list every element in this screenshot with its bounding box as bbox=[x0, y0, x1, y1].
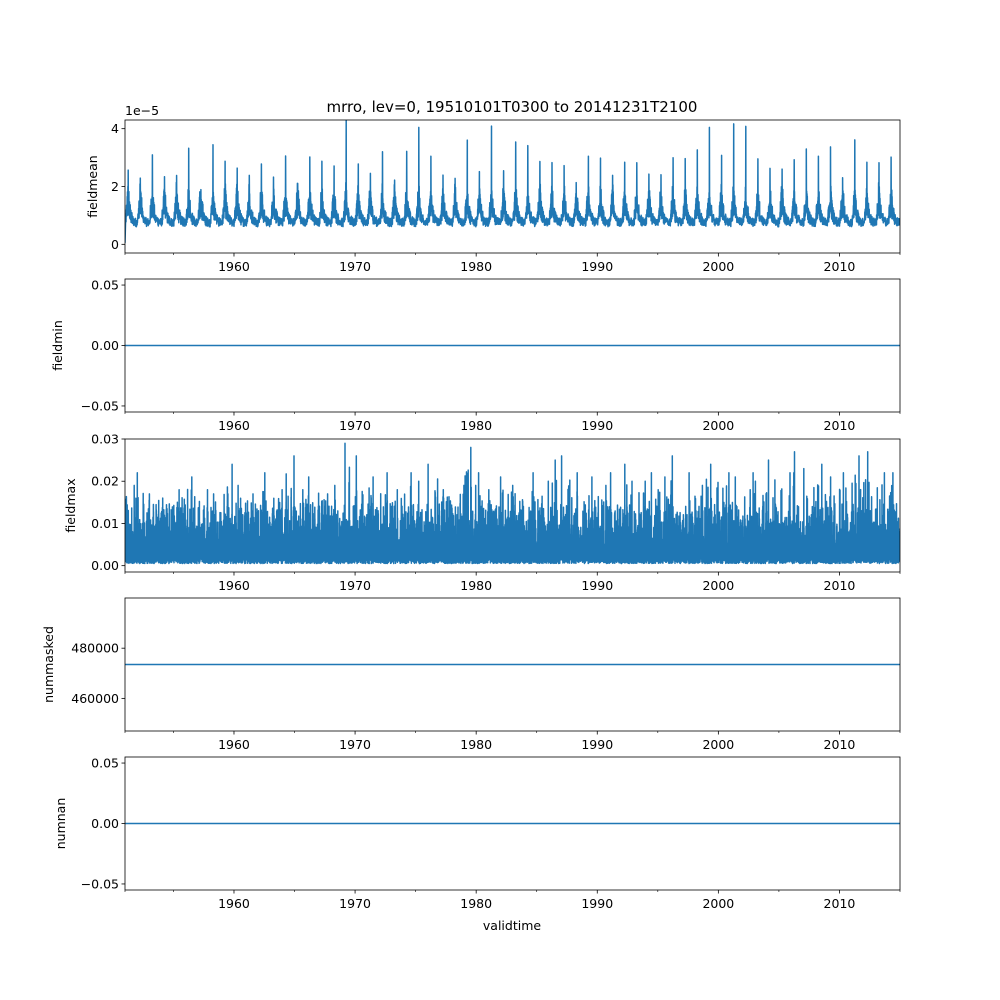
x-axis-label: validtime bbox=[483, 918, 541, 933]
x-tick-label-fieldmin: 1990 bbox=[581, 418, 613, 433]
x-tick-label-fieldmax: 1970 bbox=[339, 578, 371, 593]
y-tick-label-numnan: 0.00 bbox=[91, 816, 119, 831]
x-tick-label-nummasked: 1970 bbox=[339, 737, 371, 752]
x-tick-label-numnan: 2010 bbox=[824, 896, 856, 911]
x-tick-label-fieldmean: 2000 bbox=[702, 259, 734, 274]
x-tick-label-fieldmax: 1990 bbox=[581, 578, 613, 593]
x-tick-label-nummasked: 2010 bbox=[824, 737, 856, 752]
x-tick-label-fieldmean: 1990 bbox=[581, 259, 613, 274]
y-tick-label-fieldmax: 0.00 bbox=[91, 558, 119, 573]
x-tick-label-nummasked: 1960 bbox=[218, 737, 250, 752]
y-axis-label-fieldmean: fieldmean bbox=[85, 155, 100, 217]
x-tick-label-fieldmean: 1960 bbox=[218, 259, 250, 274]
y-tick-label-fieldmean: 4 bbox=[111, 121, 119, 136]
y-tick-label-fieldmin: −0.05 bbox=[81, 398, 119, 413]
x-tick-label-numnan: 1970 bbox=[339, 896, 371, 911]
y-tick-label-fieldmean: 2 bbox=[111, 179, 119, 194]
y-tick-label-fieldmin: 0.00 bbox=[91, 338, 119, 353]
x-tick-label-fieldmin: 1970 bbox=[339, 418, 371, 433]
x-tick-label-fieldmax: 1960 bbox=[218, 578, 250, 593]
chart-title: mrro, lev=0, 19510101T0300 to 20141231T2… bbox=[327, 98, 698, 116]
x-tick-label-fieldmin: 1960 bbox=[218, 418, 250, 433]
x-tick-label-fieldmin: 2010 bbox=[824, 418, 856, 433]
y-tick-label-numnan: −0.05 bbox=[81, 876, 119, 891]
series-line-fieldmax bbox=[125, 442, 900, 565]
y-tick-label-fieldmax: 0.01 bbox=[91, 516, 119, 531]
x-tick-label-numnan: 1990 bbox=[581, 896, 613, 911]
x-tick-label-numnan: 1980 bbox=[460, 896, 492, 911]
panel-nummasked: 460000 480000 1960 1970 1980 1990 2000 2010 numm… bbox=[41, 597, 901, 752]
axes-frame-nummasked bbox=[124, 597, 901, 732]
x-tick-label-fieldmean: 1980 bbox=[460, 259, 492, 274]
x-tick-label-numnan: 1960 bbox=[218, 896, 250, 911]
x-tick-label-fieldmax: 1980 bbox=[460, 578, 492, 593]
panel-fieldmean: 0 2 4 1960 1970 1980 1990 2000 2010 fieldmean 1e−5 bbox=[85, 103, 901, 274]
x-tick-label-fieldmax: 2010 bbox=[824, 578, 856, 593]
x-tick-label-nummasked: 2000 bbox=[702, 737, 734, 752]
y-tick-label-fieldmax: 0.03 bbox=[91, 432, 119, 447]
y-tick-label-fieldmax: 0.02 bbox=[91, 474, 119, 489]
panel-fieldmax: 0.00 0.01 0.02 0.03 1960 1970 1980 1990 2000 2010… bbox=[63, 432, 901, 593]
x-tick-label-fieldmin: 1980 bbox=[460, 418, 492, 433]
panel-fieldmin: −0.05 0.00 0.05 1960 1970 1980 1990 2000 2010 fie… bbox=[50, 278, 901, 433]
y-axis-label-numnan: numnan bbox=[53, 798, 68, 850]
y-axis-label-fieldmax: fieldmax bbox=[63, 478, 78, 532]
y-axis-label-fieldmin: fieldmin bbox=[50, 320, 65, 371]
x-tick-label-fieldmin: 2000 bbox=[702, 418, 734, 433]
x-tick-label-fieldmax: 2000 bbox=[702, 578, 734, 593]
y-tick-label-fieldmean: 0 bbox=[111, 237, 119, 252]
series-line-fieldmean bbox=[125, 120, 900, 243]
y-tick-label-fieldmin: 0.05 bbox=[91, 278, 119, 293]
subplot-panels: 0 2 4 1960 1970 1980 1990 2000 2010 fieldmean 1e−5… bbox=[41, 103, 901, 911]
x-tick-label-fieldmean: 1970 bbox=[339, 259, 371, 274]
y-tick-label-numnan: 0.05 bbox=[91, 756, 119, 771]
panel-numnan: −0.05 0.00 0.05 1960 1970 1980 1990 2000 2010 num… bbox=[53, 756, 901, 911]
x-tick-label-nummasked: 1990 bbox=[581, 737, 613, 752]
offset-text-fieldmean: 1e−5 bbox=[125, 103, 159, 118]
y-tick-label-nummasked: 460000 bbox=[71, 691, 119, 706]
axes-frame-fieldmax bbox=[124, 438, 901, 573]
x-tick-label-fieldmean: 2010 bbox=[824, 259, 856, 274]
x-tick-label-numnan: 2000 bbox=[702, 896, 734, 911]
y-tick-label-nummasked: 480000 bbox=[71, 641, 119, 656]
x-tick-label-nummasked: 1980 bbox=[460, 737, 492, 752]
y-axis-label-nummasked: nummasked bbox=[41, 626, 56, 703]
